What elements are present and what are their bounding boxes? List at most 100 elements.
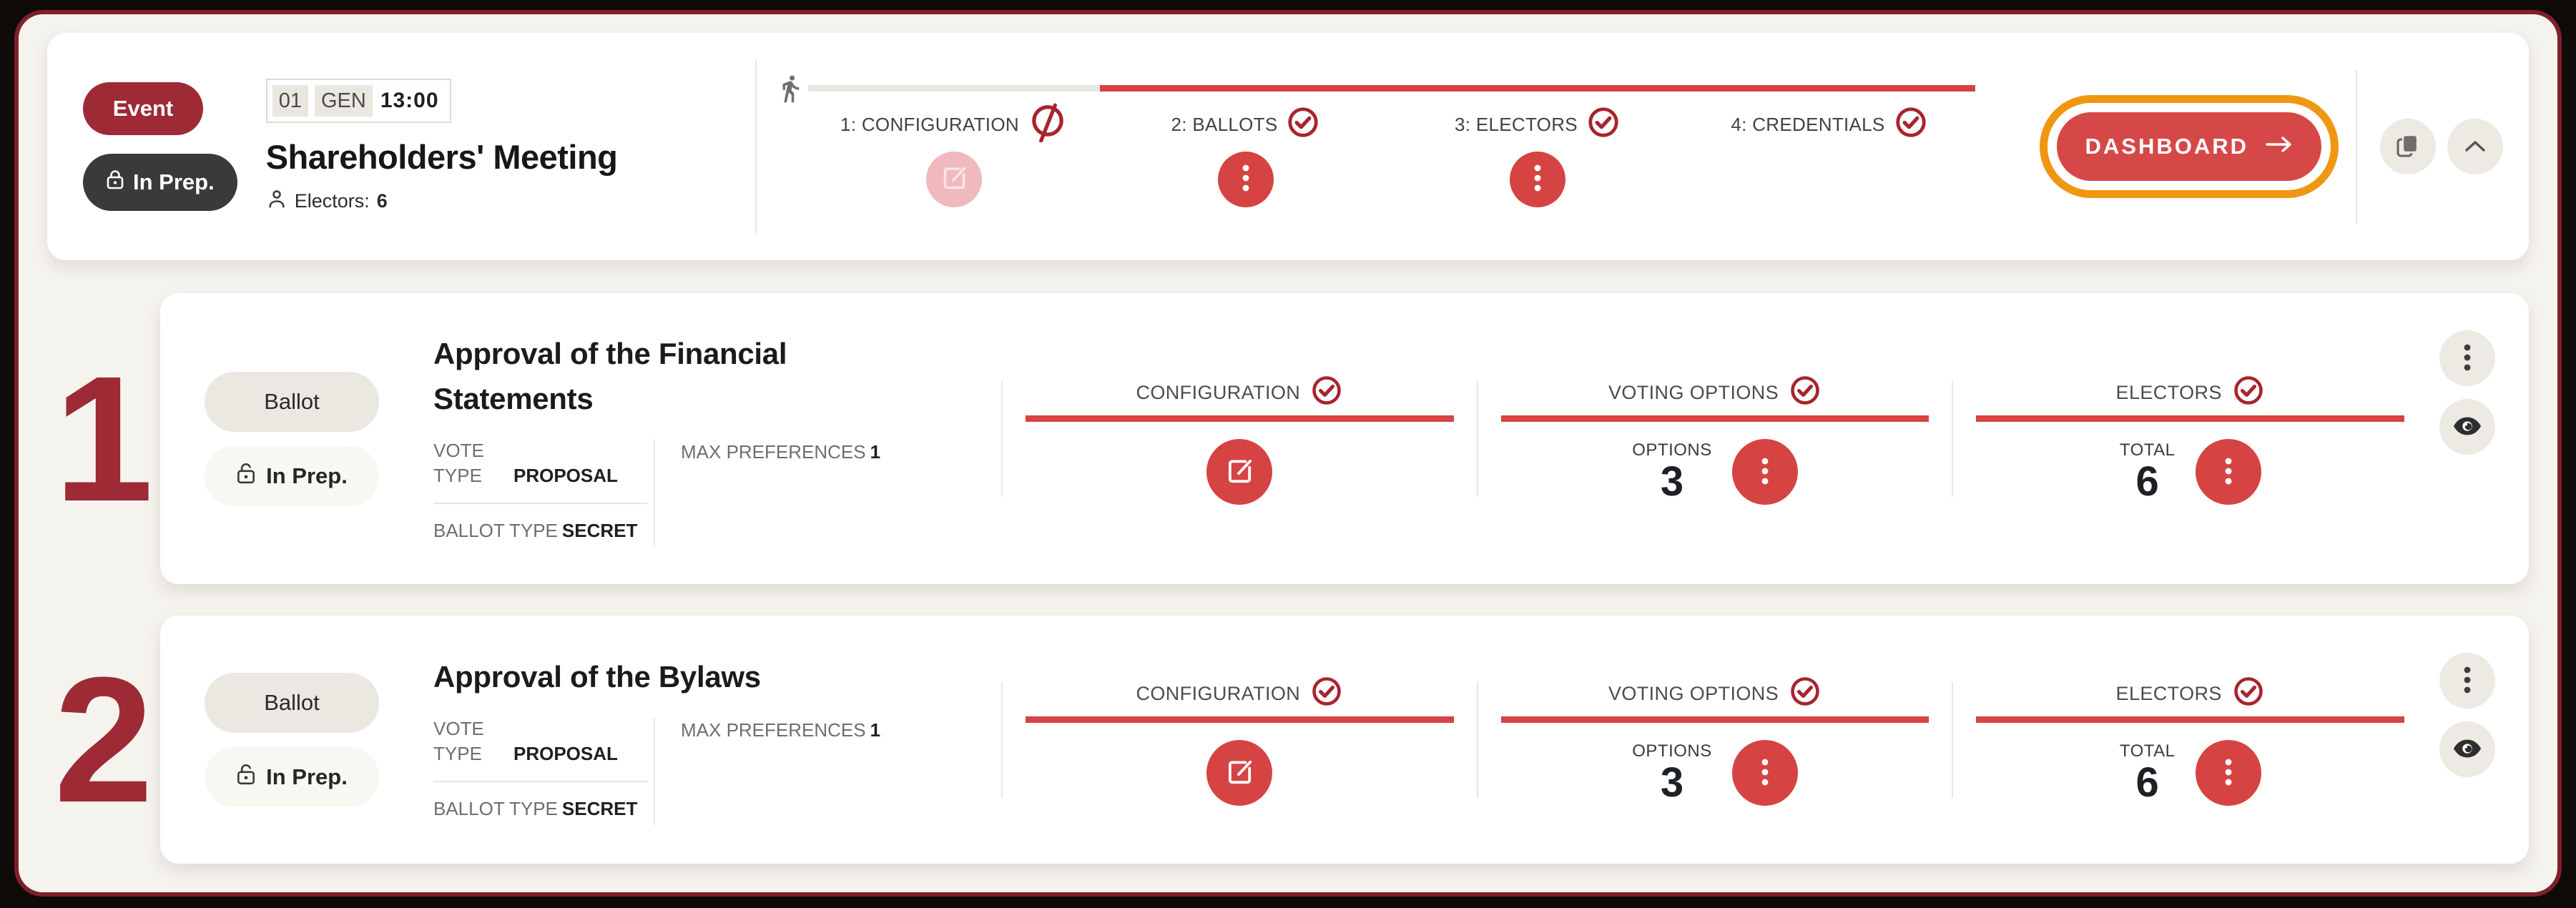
ballot-number: 2	[54, 639, 154, 839]
step-track-done	[1683, 84, 1975, 92]
kebab-icon	[2225, 759, 2232, 788]
arrow-right-icon	[2266, 134, 2293, 159]
total-count: 6	[2135, 458, 2159, 505]
voting-options-section: VOTING OPTIONS OPTIONS 3	[1481, 372, 1950, 505]
edit-icon	[940, 164, 968, 194]
ballot-title: Approval of the Bylaws	[433, 660, 761, 694]
ballot-type: BALLOT TYPE SECRET	[433, 519, 638, 541]
section-bar	[1500, 716, 1929, 723]
ballot-type-chip-label: Ballot	[264, 388, 320, 414]
check-circle-icon	[1789, 675, 1822, 713]
app-background: Event In Prep. 01 GEN 13:00	[19, 14, 2557, 892]
check-circle-icon	[1586, 105, 1621, 144]
event-time: 13:00	[380, 89, 439, 112]
step-label: 1: CONFIGURATION	[840, 114, 1019, 135]
electors-menu-button[interactable]	[2195, 439, 2261, 505]
options-count: 3	[1660, 759, 1684, 806]
section-divider	[1001, 681, 1003, 798]
edit-configuration-button[interactable]	[1206, 740, 1273, 806]
lock-open-icon	[236, 462, 256, 490]
event-header-card: Event In Prep. 01 GEN 13:00	[47, 33, 2529, 260]
copy-icon	[2394, 132, 2422, 162]
check-circle-icon	[1894, 105, 1928, 144]
event-status-label: In Prep.	[133, 169, 215, 194]
ballot-status-label: In Prep.	[266, 463, 348, 488]
section-bar	[1976, 415, 2405, 422]
voting-options-section: VOTING OPTIONS OPTIONS 3	[1481, 673, 1950, 806]
options-count: 3	[1660, 458, 1684, 505]
ballot-menu-button[interactable]	[2439, 330, 2496, 386]
check-circle-icon	[2232, 675, 2265, 713]
options-count-block: OPTIONS 3	[1632, 741, 1712, 805]
ballot-type-chip: Ballot	[205, 371, 379, 432]
edit-configuration-button[interactable]	[1206, 439, 1273, 505]
kebab-icon	[2464, 666, 2471, 696]
kebab-icon	[2464, 344, 2471, 373]
vote-type: VOTE TYPE PROPOSAL	[433, 439, 618, 486]
lock-open-icon	[236, 763, 256, 791]
detail-divider	[433, 781, 648, 783]
ballots-menu-button[interactable]	[1218, 151, 1274, 207]
step-label: 2: BALLOTS	[1171, 114, 1278, 135]
dashboard-button[interactable]: DASHBOARD	[2056, 112, 2321, 181]
section-divider	[1952, 681, 1954, 798]
collapse-button[interactable]	[2447, 119, 2503, 174]
kebab-icon	[1534, 164, 1541, 194]
check-circle-icon	[1310, 374, 1343, 412]
event-status-badge: In Prep.	[83, 154, 237, 211]
section-divider	[1476, 380, 1478, 497]
voting-options-menu-button[interactable]	[1731, 439, 1798, 505]
ballot-type-chip: Ballot	[205, 672, 379, 733]
ballot-preview-button[interactable]	[2439, 721, 2496, 777]
electors-menu-button[interactable]	[2195, 740, 2261, 806]
ballot-menu-button[interactable]	[2439, 653, 2496, 709]
ballot-type: BALLOT TYPE SECRET	[433, 798, 638, 820]
edit-icon	[1224, 757, 1254, 789]
step-label: 3: ELECTORS	[1455, 114, 1578, 135]
max-preferences: MAX PREFERENCES 1	[681, 440, 881, 463]
section-divider	[1952, 380, 1954, 497]
header-divider	[2356, 69, 2357, 224]
electors-label: Electors:	[294, 190, 370, 212]
step-label: 4: CREDENTIALS	[1731, 114, 1885, 135]
ballot-type-chip-label: Ballot	[264, 689, 320, 715]
check-circle-icon	[1789, 374, 1822, 412]
ballot-preview-button[interactable]	[2439, 399, 2496, 455]
event-stepper: 1: CONFIGURATION 2: BALLOTS	[764, 75, 2022, 209]
ballot-status-label: In Prep.	[266, 764, 348, 789]
vote-type: VOTE TYPE PROPOSAL	[433, 718, 618, 765]
edit-configuration-button-disabled[interactable]	[926, 151, 982, 207]
event-date-chip: 01 GEN 13:00	[265, 79, 451, 123]
event-day: 01	[272, 85, 308, 117]
kebab-icon	[1761, 759, 1769, 788]
electors-menu-button[interactable]	[1510, 151, 1565, 207]
chevron-up-icon	[2462, 138, 2488, 156]
step-ballots: 2: BALLOTS	[1100, 84, 1392, 209]
configuration-section: CONFIGURATION	[1006, 673, 1474, 806]
step-track-pending	[808, 84, 1100, 92]
total-count: 6	[2135, 759, 2159, 806]
detail-divider	[433, 502, 648, 504]
electors-label: ELECTORS	[2115, 682, 2222, 704]
event-summary: Event In Prep. 01 GEN 13:00	[83, 79, 755, 214]
section-bar	[1026, 415, 1454, 422]
section-bar	[1976, 716, 2405, 723]
kebab-icon	[1761, 458, 1769, 487]
total-count-block: TOTAL 6	[2120, 741, 2176, 805]
section-bar	[1026, 716, 1454, 723]
voting-options-menu-button[interactable]	[1731, 740, 1798, 806]
duplicate-event-button[interactable]	[2380, 119, 2436, 174]
section-bar	[1500, 415, 1929, 422]
step-electors: 3: ELECTORS	[1392, 84, 1683, 209]
electors-section: ELECTORS TOTAL 6	[1956, 673, 2424, 806]
eye-icon	[2452, 415, 2482, 439]
dashboard-label: DASHBOARD	[2085, 134, 2248, 159]
detail-vertical-divider	[654, 718, 655, 825]
check-circle-icon	[1310, 675, 1343, 713]
kebab-icon	[1242, 164, 1249, 194]
section-divider	[1476, 681, 1478, 798]
detail-vertical-divider	[654, 439, 655, 547]
total-label: TOTAL	[2119, 741, 2176, 761]
eye-icon	[2452, 738, 2482, 761]
